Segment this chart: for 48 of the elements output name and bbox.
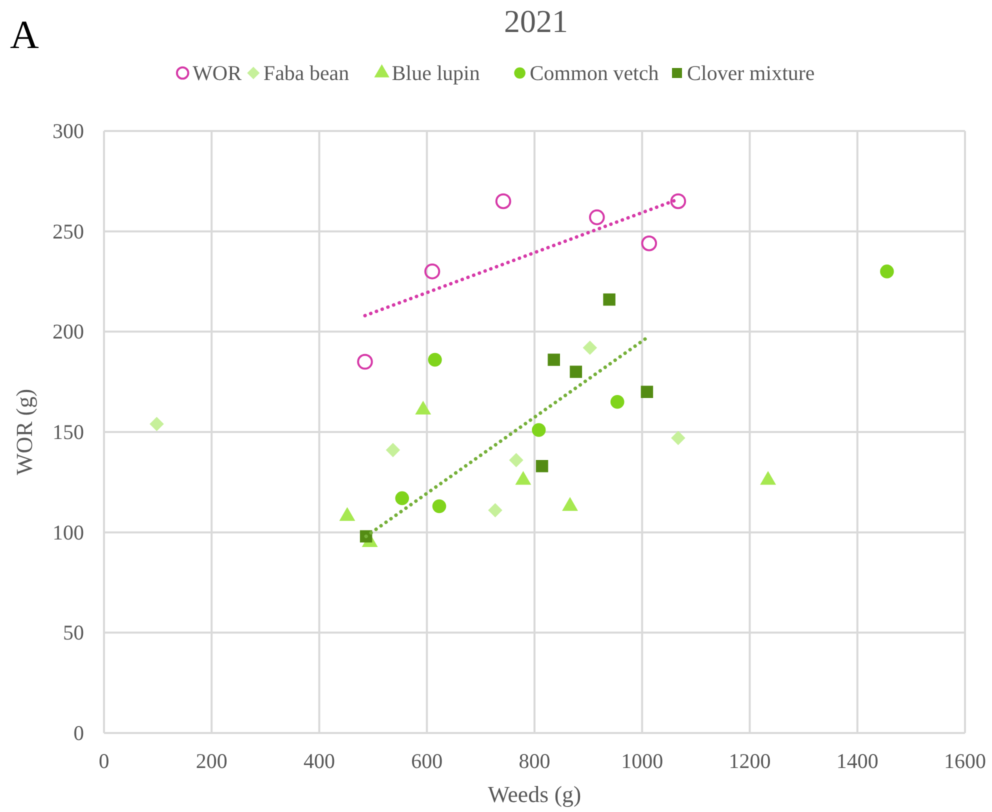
point — [150, 416, 164, 432]
y-tick-label: 50 — [63, 620, 84, 645]
y-tick-label: 0 — [74, 721, 84, 745]
y-tick-label: 100 — [52, 520, 84, 544]
point — [582, 340, 598, 355]
y-tick-label: 250 — [52, 219, 84, 244]
point — [395, 491, 410, 506]
x-axis-title: Weeds (g) — [488, 782, 582, 807]
x-tick-label: 600 — [411, 749, 443, 773]
point — [488, 503, 502, 518]
point — [589, 209, 605, 226]
point — [495, 193, 512, 210]
legend-label: Clover mixture — [687, 61, 815, 85]
x-tick-label: 0 — [98, 749, 110, 773]
legend-label: Faba bean — [263, 61, 350, 85]
legend-label: Common vetch — [530, 61, 660, 85]
point — [536, 460, 548, 472]
point — [386, 442, 400, 458]
point — [432, 499, 446, 514]
x-tick-label: 1200 — [728, 749, 771, 773]
point — [641, 235, 658, 252]
x-tick-label: 800 — [518, 749, 550, 773]
point — [509, 452, 524, 468]
y-axis-title: WOR (g) — [12, 388, 37, 476]
point — [424, 264, 440, 280]
x-tick-label: 1600 — [944, 749, 986, 773]
point — [640, 386, 654, 398]
point — [610, 395, 624, 409]
legend-label: Blue lupin — [392, 61, 480, 85]
point — [603, 293, 616, 306]
point — [548, 354, 560, 366]
y-tick-label: 150 — [52, 420, 84, 444]
point — [570, 366, 582, 378]
y-tick-label: 200 — [52, 320, 84, 344]
point — [880, 264, 894, 278]
point — [670, 193, 686, 210]
text: A — [10, 12, 39, 57]
chart-title: 2021 — [504, 3, 568, 39]
point — [671, 430, 686, 446]
point — [532, 423, 546, 437]
x-tick-label: 1400 — [836, 749, 878, 773]
point — [357, 354, 373, 370]
y-tick-label: 300 — [52, 119, 84, 143]
x-tick-label: 200 — [196, 749, 228, 773]
point — [428, 352, 442, 367]
x-tick-label: 1000 — [621, 749, 664, 773]
x-tick-label: 400 — [304, 749, 335, 773]
legend-label: WOR — [192, 61, 242, 85]
